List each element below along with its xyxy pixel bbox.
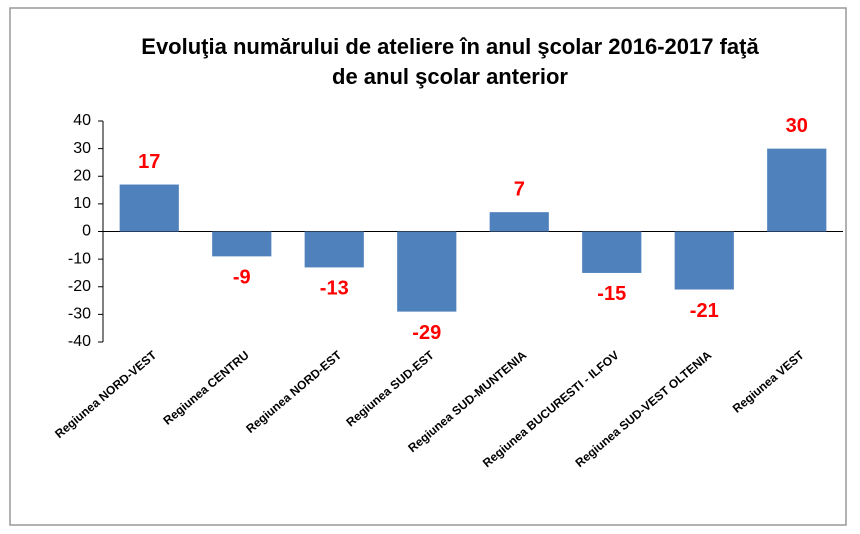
y-tick-label: 0: [82, 223, 91, 240]
y-tick-label: -30: [68, 306, 91, 323]
y-tick-label: 20: [73, 167, 91, 184]
bar: [582, 231, 642, 273]
data-label: 7: [514, 178, 525, 200]
bar: [304, 231, 364, 268]
bar: [674, 231, 734, 290]
bar: [119, 184, 179, 232]
bar: [767, 148, 827, 232]
bar: [489, 212, 549, 232]
y-tick-label: -10: [68, 250, 91, 267]
data-label: -13: [320, 278, 349, 300]
y-tick-label: 40: [73, 112, 91, 129]
y-tick-label: 10: [73, 195, 91, 212]
data-label: 30: [786, 115, 808, 137]
data-label: -9: [233, 267, 251, 289]
y-tick-label: 30: [73, 140, 91, 157]
data-label: -15: [597, 283, 626, 305]
data-label: -29: [412, 322, 441, 344]
chart-title: de anul şcolar anterior: [332, 64, 568, 89]
data-label: 17: [138, 151, 160, 173]
chart-title: Evoluţia numărului de ateliere în anul ş…: [141, 34, 759, 59]
bar: [397, 231, 457, 312]
bar: [212, 231, 272, 257]
y-tick-label: -40: [68, 333, 91, 350]
data-label: -21: [690, 300, 719, 322]
y-tick-label: -20: [68, 278, 91, 295]
